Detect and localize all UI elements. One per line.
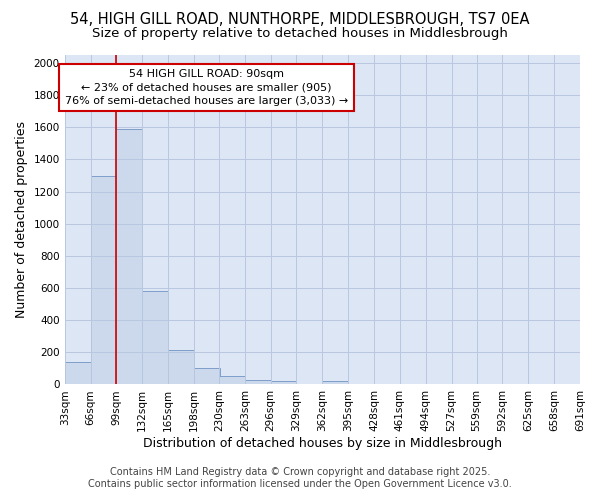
Y-axis label: Number of detached properties: Number of detached properties bbox=[15, 121, 28, 318]
X-axis label: Distribution of detached houses by size in Middlesbrough: Distribution of detached houses by size … bbox=[143, 437, 502, 450]
Bar bbox=[322, 381, 348, 384]
Text: Size of property relative to detached houses in Middlesbrough: Size of property relative to detached ho… bbox=[92, 28, 508, 40]
Bar bbox=[168, 350, 194, 384]
Bar bbox=[194, 368, 220, 384]
Bar bbox=[65, 362, 91, 384]
Bar bbox=[271, 381, 296, 384]
Bar bbox=[142, 291, 168, 384]
Bar bbox=[91, 176, 116, 384]
Bar bbox=[116, 129, 142, 384]
Bar bbox=[245, 380, 271, 384]
Text: Contains HM Land Registry data © Crown copyright and database right 2025.
Contai: Contains HM Land Registry data © Crown c… bbox=[88, 468, 512, 489]
Text: 54, HIGH GILL ROAD, NUNTHORPE, MIDDLESBROUGH, TS7 0EA: 54, HIGH GILL ROAD, NUNTHORPE, MIDDLESBR… bbox=[70, 12, 530, 28]
Text: 54 HIGH GILL ROAD: 90sqm
← 23% of detached houses are smaller (905)
76% of semi-: 54 HIGH GILL ROAD: 90sqm ← 23% of detach… bbox=[65, 70, 348, 106]
Bar bbox=[219, 376, 245, 384]
